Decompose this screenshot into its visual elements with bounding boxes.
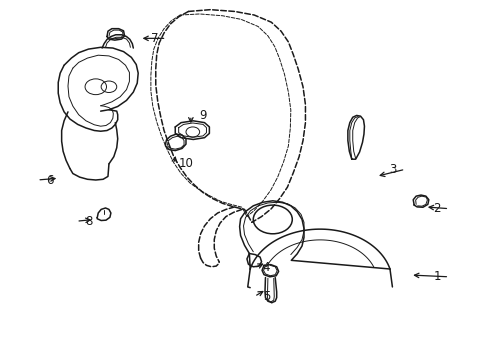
Text: 6: 6 <box>45 174 53 186</box>
Text: 7: 7 <box>150 32 158 45</box>
Text: 3: 3 <box>389 163 396 176</box>
Text: 5: 5 <box>262 290 269 303</box>
Text: 8: 8 <box>84 215 92 228</box>
Text: 9: 9 <box>199 109 206 122</box>
Text: 1: 1 <box>432 270 440 283</box>
Text: 10: 10 <box>178 157 193 170</box>
Text: 2: 2 <box>432 202 440 215</box>
Text: 4: 4 <box>262 261 270 274</box>
